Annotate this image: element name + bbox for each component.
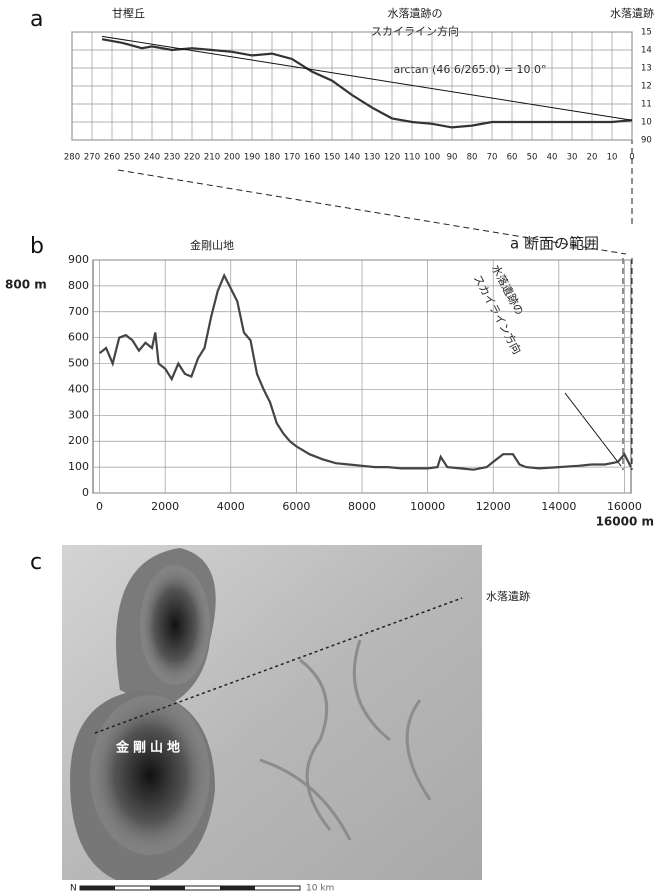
annotation: スカイライン方向 [371,24,459,38]
x-tick-label: 280 [64,153,80,163]
x-tick-label: 170 [284,153,300,163]
annotation: a 断面の範囲 [510,235,599,253]
x-tick-label: 10000 [410,500,445,513]
x-tick-label: 180 [264,153,280,163]
y-tick-label: 300 [68,408,89,421]
x-tick-label: 250 [124,153,140,163]
map: 金剛山地 N 10 km [62,545,482,896]
y-tick-label: 600 [68,331,89,344]
x-tick-label: 30 [567,153,578,163]
panel-label: b [30,234,44,259]
annotation: 水落遺跡 [610,6,654,20]
reference-line [101,35,633,121]
y-tick-label: 11 [641,100,652,110]
x-tick-label: 4000 [217,500,245,513]
pointer [564,392,622,467]
label-bg [442,251,575,404]
x-tick-label: 10 [607,153,618,163]
annotation: 金剛山地 [190,238,234,252]
x-tick-label: 70 [487,153,498,163]
mountain [140,565,210,685]
x-tick-label: 240 [144,153,160,163]
x-tick-label: 80 [467,153,478,163]
annotation: 800 m [5,278,47,292]
x-tick-label: 0 [629,153,634,163]
panel-label: a [30,7,43,32]
x-tick-label: 120 [384,153,400,163]
x-tick-label: 200 [224,153,240,163]
x-tick-label: 8000 [348,500,376,513]
profile-line [98,272,632,471]
y-tick-label: 900 [68,253,89,266]
map-label: 金剛山地 [115,740,184,756]
x-tick-label: 260 [104,153,120,163]
x-tick-label: 230 [164,153,180,163]
y-tick-label: 13 [641,64,652,74]
x-tick-label: 210 [204,153,220,163]
x-tick-label: 60 [507,153,518,163]
y-tick-label: 700 [68,305,89,318]
y-tick-label: 0 [82,486,89,499]
x-tick-label: 150 [324,153,340,163]
panel-label: c [30,550,42,575]
x-tick-label: 160 [304,153,320,163]
map-label: N [70,884,77,894]
annotation: 16000 m [596,515,654,529]
x-tick-label: 270 [84,153,100,163]
x-tick-label: 140 [344,153,360,163]
x-tick-label: 220 [184,153,200,163]
profile-line [101,38,633,129]
y-tick-label: 400 [68,382,89,395]
map-label: 水落遺跡 [486,589,530,603]
annotation: 甘樫丘 [112,6,145,20]
x-tick-label: 190 [244,153,260,163]
y-tick-label: 500 [68,357,89,370]
x-tick-label: 40 [547,153,558,163]
x-tick-label: 20 [587,153,598,163]
x-tick-label: 12000 [476,500,511,513]
x-tick-label: 14000 [541,500,576,513]
y-tick-label: 800 [68,279,89,292]
valley [259,639,432,841]
connector [622,258,633,470]
sightline [94,597,463,734]
annotation: 水落遺跡の [388,6,443,20]
x-tick-label: 16000 [607,500,642,513]
y-tick-label: 10 [641,118,652,128]
y-tick-label: 14 [641,46,652,56]
x-tick-label: 130 [364,153,380,163]
y-tick-label: 15 [641,28,652,38]
x-tick-label: 6000 [282,500,310,513]
y-tick-label: 12 [641,82,652,92]
y-tick-label: 200 [68,434,89,447]
annotation: arctan (46.6/265.0) = 10.0° [393,63,546,76]
y-tick-label: 90 [641,136,652,146]
map-label: 10 km [306,884,334,894]
x-tick-label: 50 [527,153,538,163]
x-tick-label: 110 [404,153,420,163]
mountain [90,695,210,855]
x-tick-label: 100 [424,153,440,163]
y-tick-label: 100 [68,460,89,473]
x-tick-label: 0 [96,500,103,513]
x-tick-label: 90 [447,153,458,163]
connector [117,169,627,255]
x-tick-label: 2000 [151,500,179,513]
